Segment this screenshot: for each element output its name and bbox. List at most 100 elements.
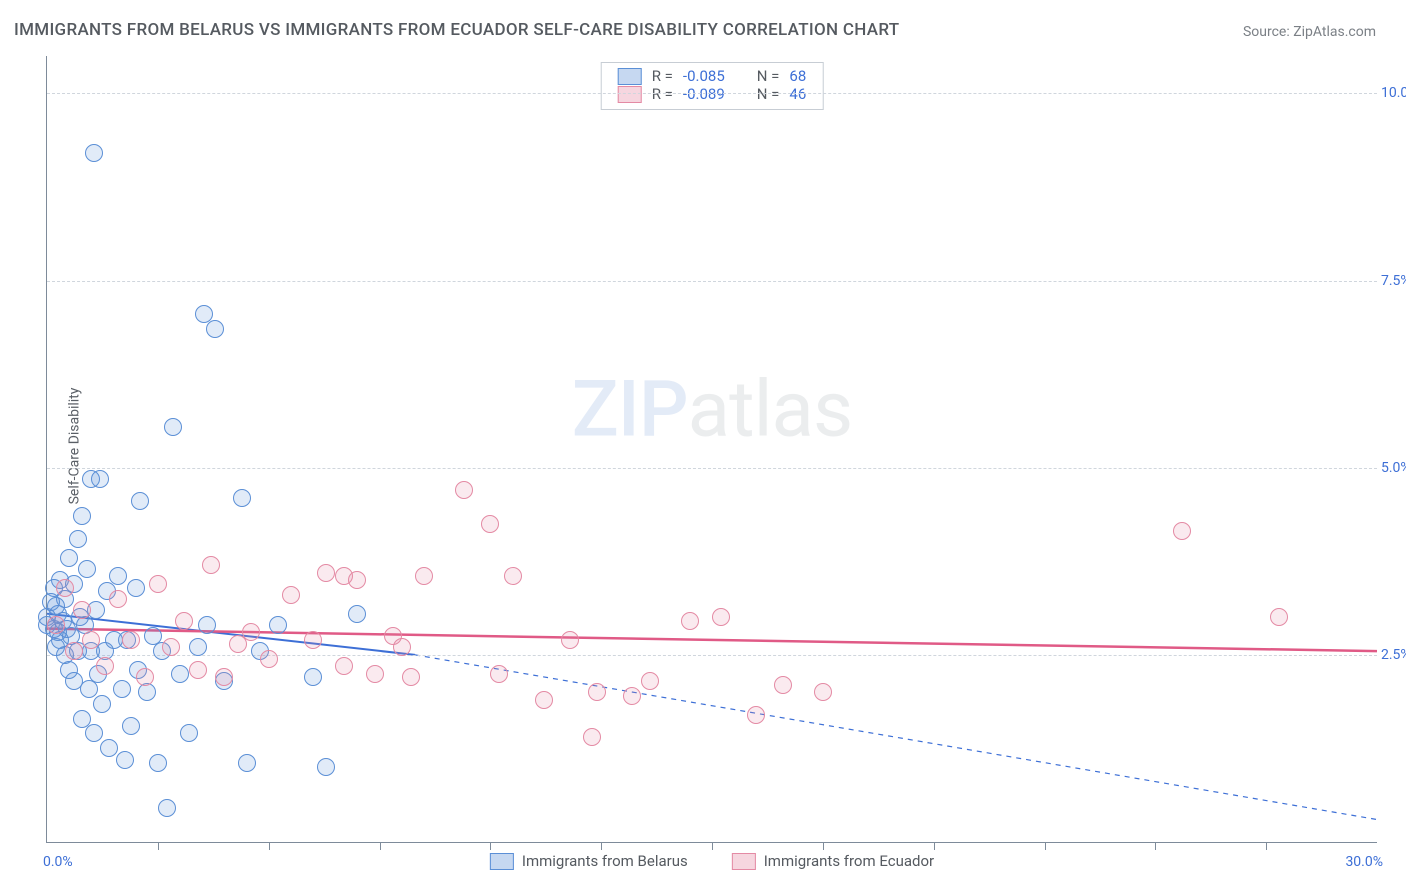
data-point xyxy=(100,739,118,757)
data-point xyxy=(162,638,180,656)
data-point xyxy=(348,605,366,623)
legend-item-0: Immigrants from Belarus xyxy=(490,852,688,870)
data-point xyxy=(317,758,335,776)
data-point xyxy=(189,661,207,679)
data-point xyxy=(206,320,224,338)
data-point xyxy=(122,717,140,735)
data-point xyxy=(402,668,420,686)
data-point xyxy=(415,567,433,585)
data-point xyxy=(149,754,167,772)
data-point xyxy=(56,579,74,597)
data-point xyxy=(681,612,699,630)
plot-area: ZIPatlas R = -0.085 N = 68 R = -0.089 N … xyxy=(46,56,1377,843)
data-point xyxy=(65,642,83,660)
data-point xyxy=(233,489,251,507)
x-tick xyxy=(380,842,381,850)
data-point xyxy=(91,470,109,488)
gridline-h xyxy=(47,468,1377,469)
data-point xyxy=(455,481,473,499)
data-point xyxy=(335,657,353,675)
data-point xyxy=(47,616,65,634)
x-tick xyxy=(1266,842,1267,850)
data-point xyxy=(164,418,182,436)
data-point xyxy=(561,631,579,649)
data-point xyxy=(122,631,140,649)
data-point xyxy=(60,549,78,567)
gridline-h xyxy=(47,281,1377,282)
x-tick xyxy=(1045,842,1046,850)
data-point xyxy=(814,683,832,701)
legend-label-1: Immigrants from Ecuador xyxy=(764,852,934,870)
data-point xyxy=(136,668,154,686)
data-point xyxy=(215,668,233,686)
data-point xyxy=(109,590,127,608)
data-point xyxy=(149,575,167,593)
data-point xyxy=(490,665,508,683)
x-tick xyxy=(158,842,159,850)
n-label: N = xyxy=(757,67,780,85)
chart-container: IMMIGRANTS FROM BELARUS VS IMMIGRANTS FR… xyxy=(0,0,1406,892)
x-axis-min-label: 0.0% xyxy=(43,854,73,870)
y-tick-label: 5.0% xyxy=(1381,460,1406,476)
data-point xyxy=(588,683,606,701)
data-point xyxy=(85,144,103,162)
data-point xyxy=(282,586,300,604)
data-point xyxy=(504,567,522,585)
r-label: R = xyxy=(652,67,673,85)
data-point xyxy=(73,601,91,619)
legend-stats-row-0: R = -0.085 N = 68 xyxy=(618,67,807,85)
data-point xyxy=(366,665,384,683)
data-point xyxy=(109,567,127,585)
y-tick-label: 10.0% xyxy=(1381,85,1406,101)
data-point xyxy=(260,650,278,668)
data-point xyxy=(623,687,641,705)
data-point xyxy=(113,680,131,698)
data-point xyxy=(180,724,198,742)
gridline-h xyxy=(47,93,1377,94)
data-point xyxy=(73,507,91,525)
data-point xyxy=(641,672,659,690)
legend-stats: R = -0.085 N = 68 R = -0.089 N = 46 xyxy=(601,62,824,110)
source-attribution: Source: ZipAtlas.com xyxy=(1243,24,1376,40)
legend-swatch-b1 xyxy=(732,853,756,870)
legend-item-1: Immigrants from Ecuador xyxy=(732,852,934,870)
data-point xyxy=(96,657,114,675)
data-point xyxy=(481,515,499,533)
data-point xyxy=(198,616,216,634)
data-point xyxy=(242,623,260,641)
x-axis-max-label: 30.0% xyxy=(1345,854,1383,870)
data-point xyxy=(82,631,100,649)
n-value-0: 68 xyxy=(789,67,806,85)
data-point xyxy=(393,638,411,656)
data-point xyxy=(93,695,111,713)
y-tick-label: 2.5% xyxy=(1381,647,1406,663)
legend-swatch-0 xyxy=(618,68,642,85)
data-point xyxy=(712,608,730,626)
x-tick xyxy=(269,842,270,850)
data-point xyxy=(1173,522,1191,540)
data-point xyxy=(116,751,134,769)
data-point xyxy=(238,754,256,772)
data-point xyxy=(131,492,149,510)
data-point xyxy=(175,612,193,630)
data-point xyxy=(747,706,765,724)
data-point xyxy=(304,631,322,649)
x-tick xyxy=(1155,842,1156,850)
legend-series: Immigrants from Belarus Immigrants from … xyxy=(490,852,934,870)
chart-title: IMMIGRANTS FROM BELARUS VS IMMIGRANTS FR… xyxy=(14,20,899,40)
data-point xyxy=(774,676,792,694)
trend-line-extrapolated xyxy=(415,655,1377,820)
data-point xyxy=(158,799,176,817)
r-value-0: -0.085 xyxy=(683,67,725,85)
gridline-h xyxy=(47,655,1377,656)
trend-lines-layer xyxy=(47,56,1377,842)
data-point xyxy=(535,691,553,709)
data-point xyxy=(304,668,322,686)
data-point xyxy=(269,616,287,634)
x-tick xyxy=(712,842,713,850)
legend-swatch-b0 xyxy=(490,853,514,870)
data-point xyxy=(85,724,103,742)
x-tick xyxy=(490,842,491,850)
data-point xyxy=(583,728,601,746)
x-tick xyxy=(823,842,824,850)
